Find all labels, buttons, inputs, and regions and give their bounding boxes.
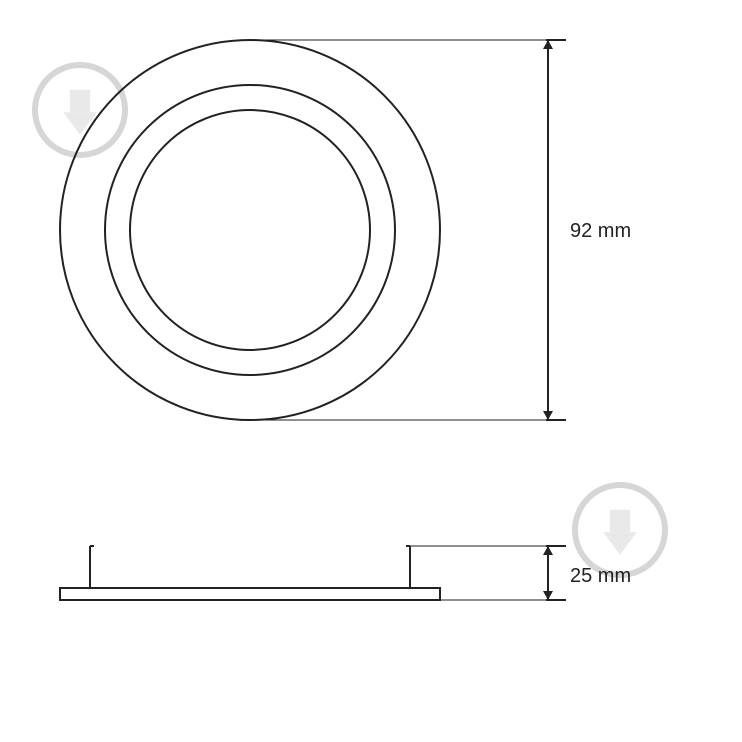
diagram-stage: 92 mm 25 mm — [0, 0, 742, 742]
dimension-label-height: 92 mm — [570, 220, 631, 243]
diagram-svg — [0, 0, 742, 742]
dimension-label-depth: 25 mm — [570, 565, 631, 588]
